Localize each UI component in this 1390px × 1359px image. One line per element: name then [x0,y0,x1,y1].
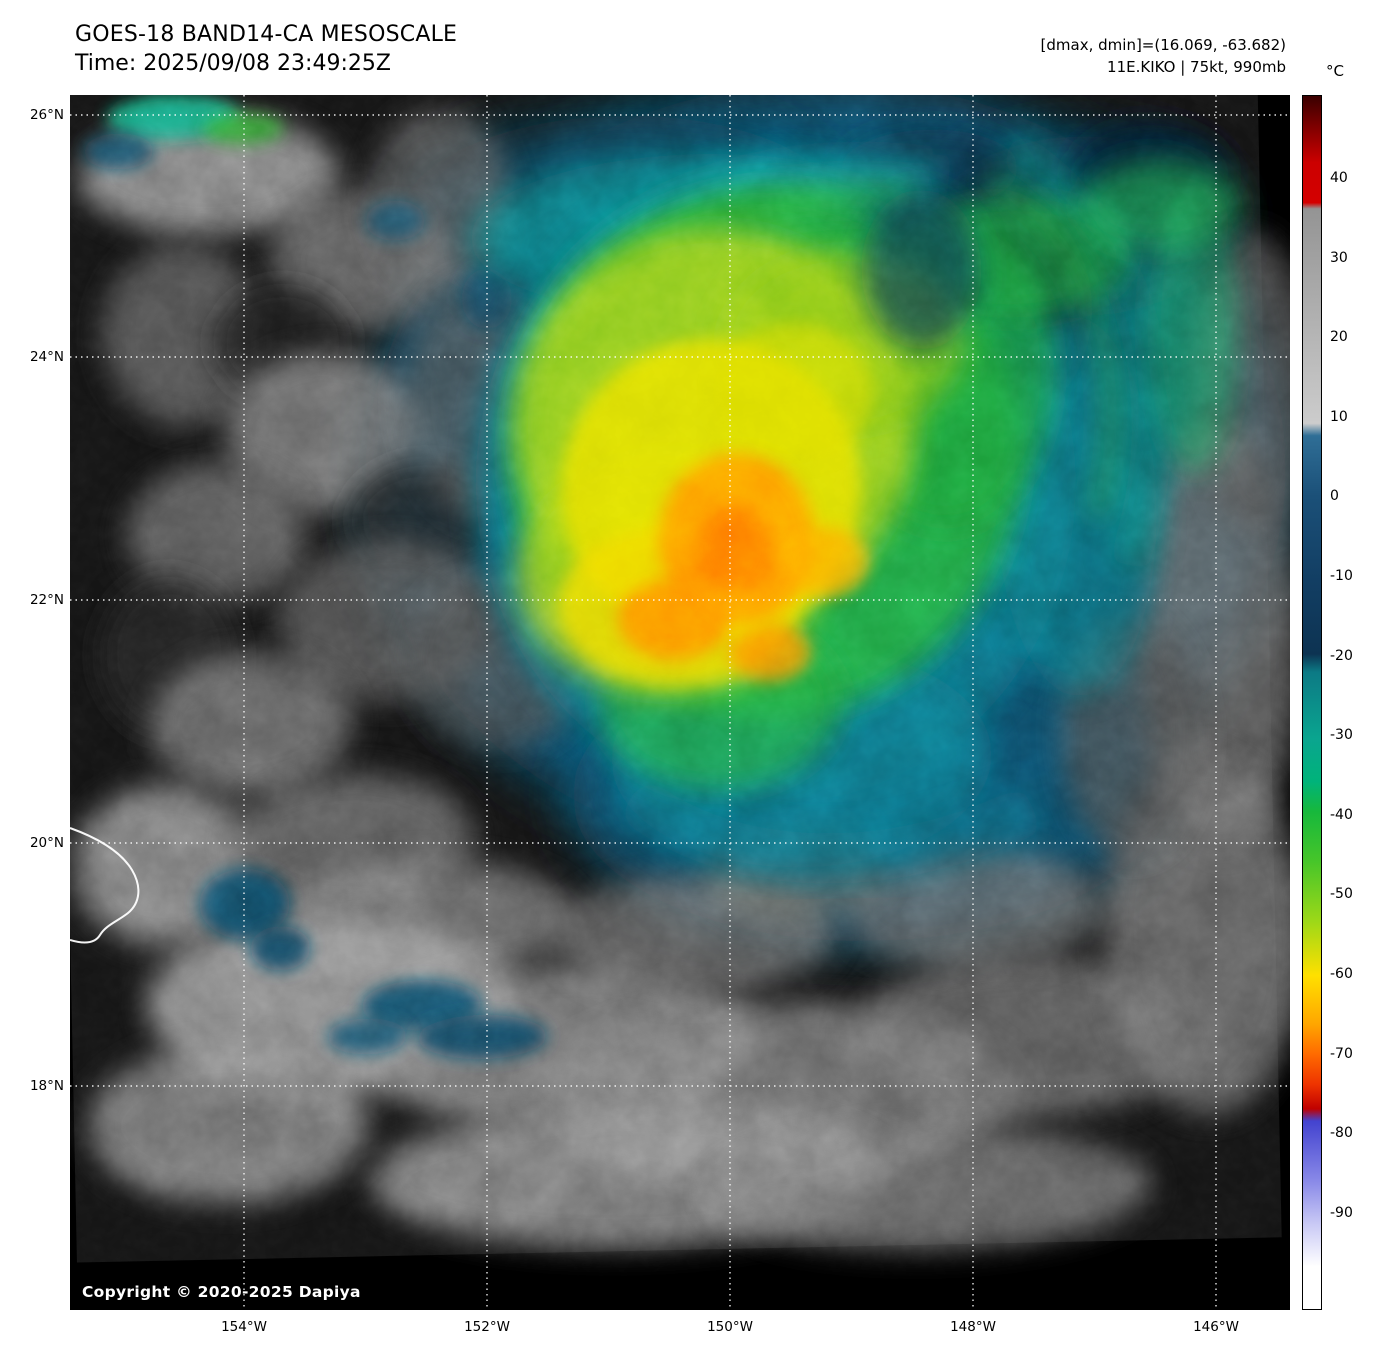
colorbar-tick-n60: -60 [1330,966,1353,982]
colorbar-tick-n40: -40 [1330,807,1353,823]
lon-label-154w: 154°W [221,1319,267,1335]
lat-label-18n: 18°N [29,1078,64,1094]
colorbar-tick-n90: -90 [1330,1205,1353,1221]
coastline-hawaii [70,827,140,944]
colorbar-tick-10: 10 [1330,409,1348,425]
colorbar-tick-n20: -20 [1330,648,1353,664]
lon-label-146w: 146°W [1193,1319,1239,1335]
cloud-texture-noise-fine [70,95,1282,1263]
mesoscale-sector [70,95,1290,1263]
colorbar-tick-n30: -30 [1330,727,1353,743]
colorbar-tick-40: 40 [1330,170,1348,186]
colorbar-gradient [1302,95,1322,1310]
lon-label-152w: 152°W [464,1319,510,1335]
product-title: GOES-18 BAND14-CA MESOSCALE [75,22,458,47]
lat-label-26n: 26°N [29,107,64,123]
colorbar-tick-20: 20 [1330,329,1348,345]
colorbar-tick-n50: -50 [1330,886,1353,902]
lon-label-150w: 150°W [707,1319,753,1335]
colorbar-unit-label: °C [1326,62,1344,80]
lat-label-24n: 24°N [29,349,64,365]
colorbar-tick-n70: -70 [1330,1046,1353,1062]
colorbar-tick-n10: -10 [1330,568,1353,584]
lat-label-22n: 22°N [29,592,64,608]
colorbar-tick-30: 30 [1330,250,1348,266]
grid-overlay [70,95,1290,1310]
dmax-dmin-readout: [dmax, dmin]=(16.069, -63.682) [1040,36,1286,54]
copyright-text: Copyright © 2020-2025 Dapiya [82,1283,361,1301]
colorbar-tick-0: 0 [1330,488,1339,504]
product-time: Time: 2025/09/08 23:49:25Z [75,51,391,76]
storm-readout: 11E.KIKO | 75kt, 990mb [1107,58,1286,76]
lat-label-20n: 20°N [29,835,64,851]
lon-label-148w: 148°W [950,1319,996,1335]
colorbar-tick-n80: -80 [1330,1125,1353,1141]
satellite-map-image [70,95,1290,1310]
